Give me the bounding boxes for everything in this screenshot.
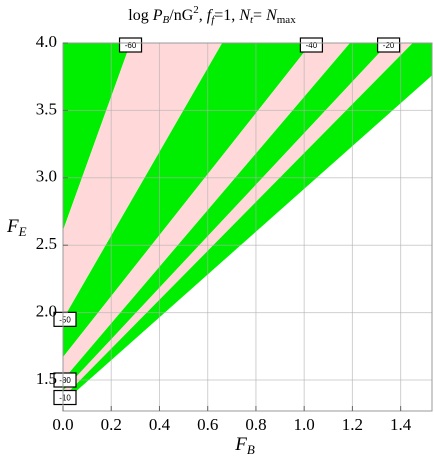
title-part: log [128,7,152,24]
contour-label-box [53,389,77,406]
title-part: max [277,14,296,26]
x-axis-label: FB [234,434,255,457]
x-tick-label: 1.4 [390,415,412,434]
label-part: B [247,442,255,457]
title-part: t [250,14,254,26]
x-tick-label: 1.0 [294,415,315,434]
x-tick-label: 1.2 [342,415,363,434]
contour-label: -60 [118,37,143,53]
label-part: E [18,224,27,239]
title-part: N [265,7,278,24]
title-part: =1, [214,7,239,24]
y-tick-label: 4.0 [36,32,57,51]
x-tick-label: 0.0 [52,415,73,434]
contour-label-box [118,37,143,53]
contour-label: -50 [53,311,77,327]
contour-label-text: -20 [383,41,395,50]
contour-label-text: -10 [59,394,71,403]
x-tick-label: 0.4 [149,415,171,434]
x-tick-label: 0.2 [101,415,122,434]
plot-area: -60 -50 -40 -30 -20 -10 0.0 0.2 0.4 0.6 0.8 1.0 1.2 1… [36,32,433,434]
contour-label-box [299,37,324,53]
chart-title: log PB/nG2, ff=1, Nt= Nmax [128,4,296,26]
contour-label-text: -50 [59,315,71,324]
title-part: , [199,7,207,24]
contour-band [63,43,223,320]
contour-label: -40 [299,37,324,53]
title-part: f [207,7,214,24]
y-tick-label: 3.0 [36,167,57,186]
y-tick-label: 2.0 [36,302,57,321]
title-part: f [211,14,216,26]
contour-label-text: -60 [125,41,137,50]
contour-label-box [376,37,401,53]
contour-label-text: -40 [306,41,318,50]
plot-frame [62,42,433,412]
contour-label: -20 [376,37,401,53]
label-part: F [6,216,19,237]
contour-label-text: -30 [59,376,71,385]
title-part: B [163,14,170,26]
y-tick-label: 1.5 [36,369,57,388]
y-axis-label: FE [6,216,27,239]
title-part: /nG [169,7,193,24]
label-part: F [234,434,247,455]
y-tick-label: 2.5 [36,234,57,253]
title-part: N [238,7,251,24]
x-tick-label: 0.8 [245,415,266,434]
title-part: 2 [193,4,199,16]
y-tick-label: 3.5 [36,99,57,118]
x-tick-label: 0.6 [197,415,218,434]
title-part: P [152,7,163,24]
contour-label: -10 [53,389,77,406]
title-part: = [253,7,266,24]
